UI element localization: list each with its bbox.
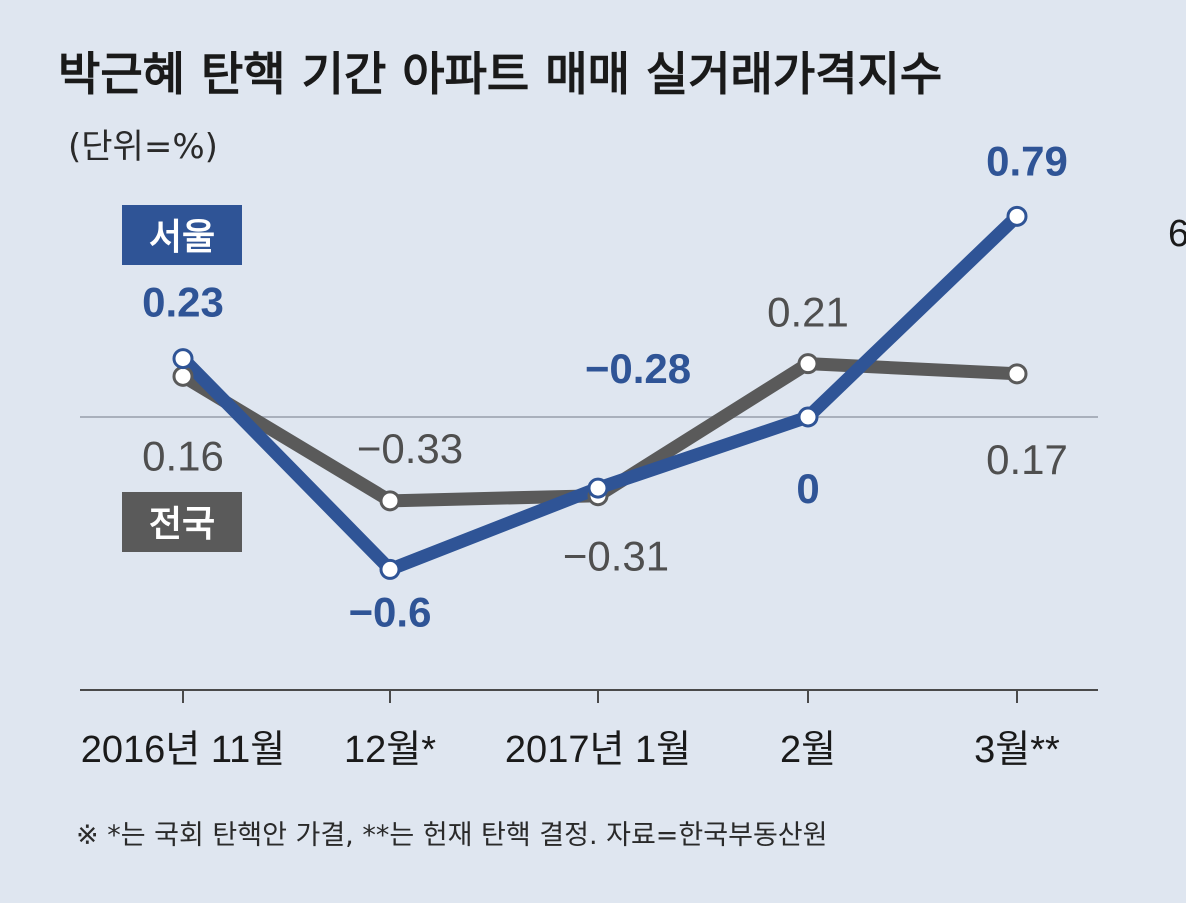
data-label: 0 (796, 465, 819, 512)
data-label: 0.16 (142, 432, 224, 479)
x-tick-label: 3월** (974, 729, 1060, 771)
series-point (1006, 205, 1028, 227)
data-label: 0.79 (986, 137, 1068, 184)
x-tick-label: 2월 (780, 729, 836, 771)
x-tick-label: 12월* (344, 729, 436, 771)
data-labels: 0.23 −0.6 −0.28 0 0.79 0.16 −0.33 −0.31 0.21 0.17 (142, 137, 1068, 635)
data-label: −0.6 (349, 588, 432, 635)
x-ticks: 2016년 11월 12월* 2017년 1월 2월 3월** (81, 690, 1060, 771)
series-point (1006, 363, 1028, 385)
data-label: −0.28 (585, 345, 691, 392)
series-point (379, 490, 401, 512)
series-point (172, 365, 194, 387)
data-label: 0.17 (986, 436, 1068, 483)
x-tick-label: 2016년 11월 (81, 729, 285, 771)
data-label: −0.33 (357, 425, 463, 472)
series-point (797, 406, 819, 428)
data-label: −0.31 (563, 533, 669, 580)
series-point (797, 353, 819, 375)
chart-title: 박근혜 탄핵 기간 아파트 매매 실거래가격지수 (58, 47, 942, 101)
legend-label: 서울 (149, 217, 215, 258)
x-tick-label: 2017년 1월 (505, 729, 691, 771)
data-label: 0.23 (142, 279, 224, 326)
legend-label: 전국 (149, 504, 215, 545)
series-point (587, 477, 609, 499)
series-point (379, 558, 401, 580)
legend-swatch (122, 205, 242, 265)
chart-unit: (단위=%) (68, 127, 218, 167)
footnote: ※ *는 국회 탄핵안 가결, **는 헌재 탄핵 결정. 자료=한국부동산원 (76, 820, 827, 851)
series-line (176, 209, 1024, 576)
series-layer (172, 205, 1028, 580)
series-point (172, 348, 194, 370)
data-label: 0.21 (767, 289, 849, 336)
edge-fragment: 6 (1168, 213, 1186, 255)
legend-swatch (122, 492, 242, 552)
